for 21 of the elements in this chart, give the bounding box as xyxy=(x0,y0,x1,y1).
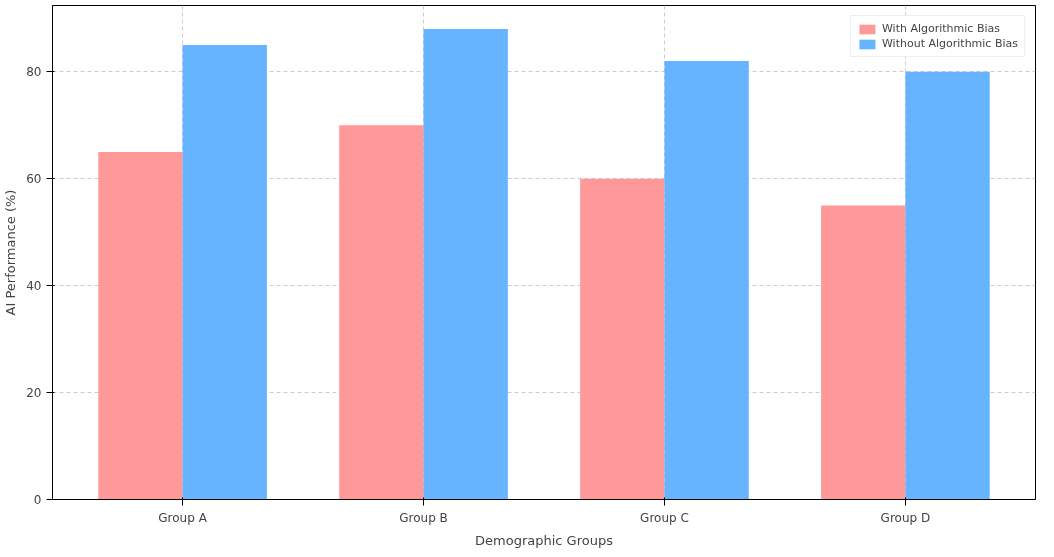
bar xyxy=(423,29,508,500)
bar xyxy=(821,205,906,500)
bar xyxy=(98,151,183,500)
x-tick-label: Group C xyxy=(640,510,689,525)
bar xyxy=(339,125,424,500)
bar xyxy=(580,178,665,500)
bar xyxy=(664,61,749,500)
y-tick-label: 0 xyxy=(33,493,42,507)
y-tick-label: 80 xyxy=(26,65,42,80)
legend-label: With Algorithmic Bias xyxy=(881,22,1000,35)
bar xyxy=(182,45,267,500)
legend-label: Without Algorithmic Bias xyxy=(881,37,1018,50)
y-tick-label: 40 xyxy=(26,279,42,294)
x-tick-label: Group B xyxy=(399,510,448,525)
x-axis-title: Demographic Groups xyxy=(475,532,614,548)
y-axis-title: AI Performance (%) xyxy=(3,189,19,316)
bar xyxy=(905,71,990,500)
x-tick-label: Group D xyxy=(880,510,931,525)
y-tick-label: 60 xyxy=(26,172,42,187)
x-tick-label: Group A xyxy=(158,510,208,525)
y-tick-label: 20 xyxy=(26,386,42,401)
